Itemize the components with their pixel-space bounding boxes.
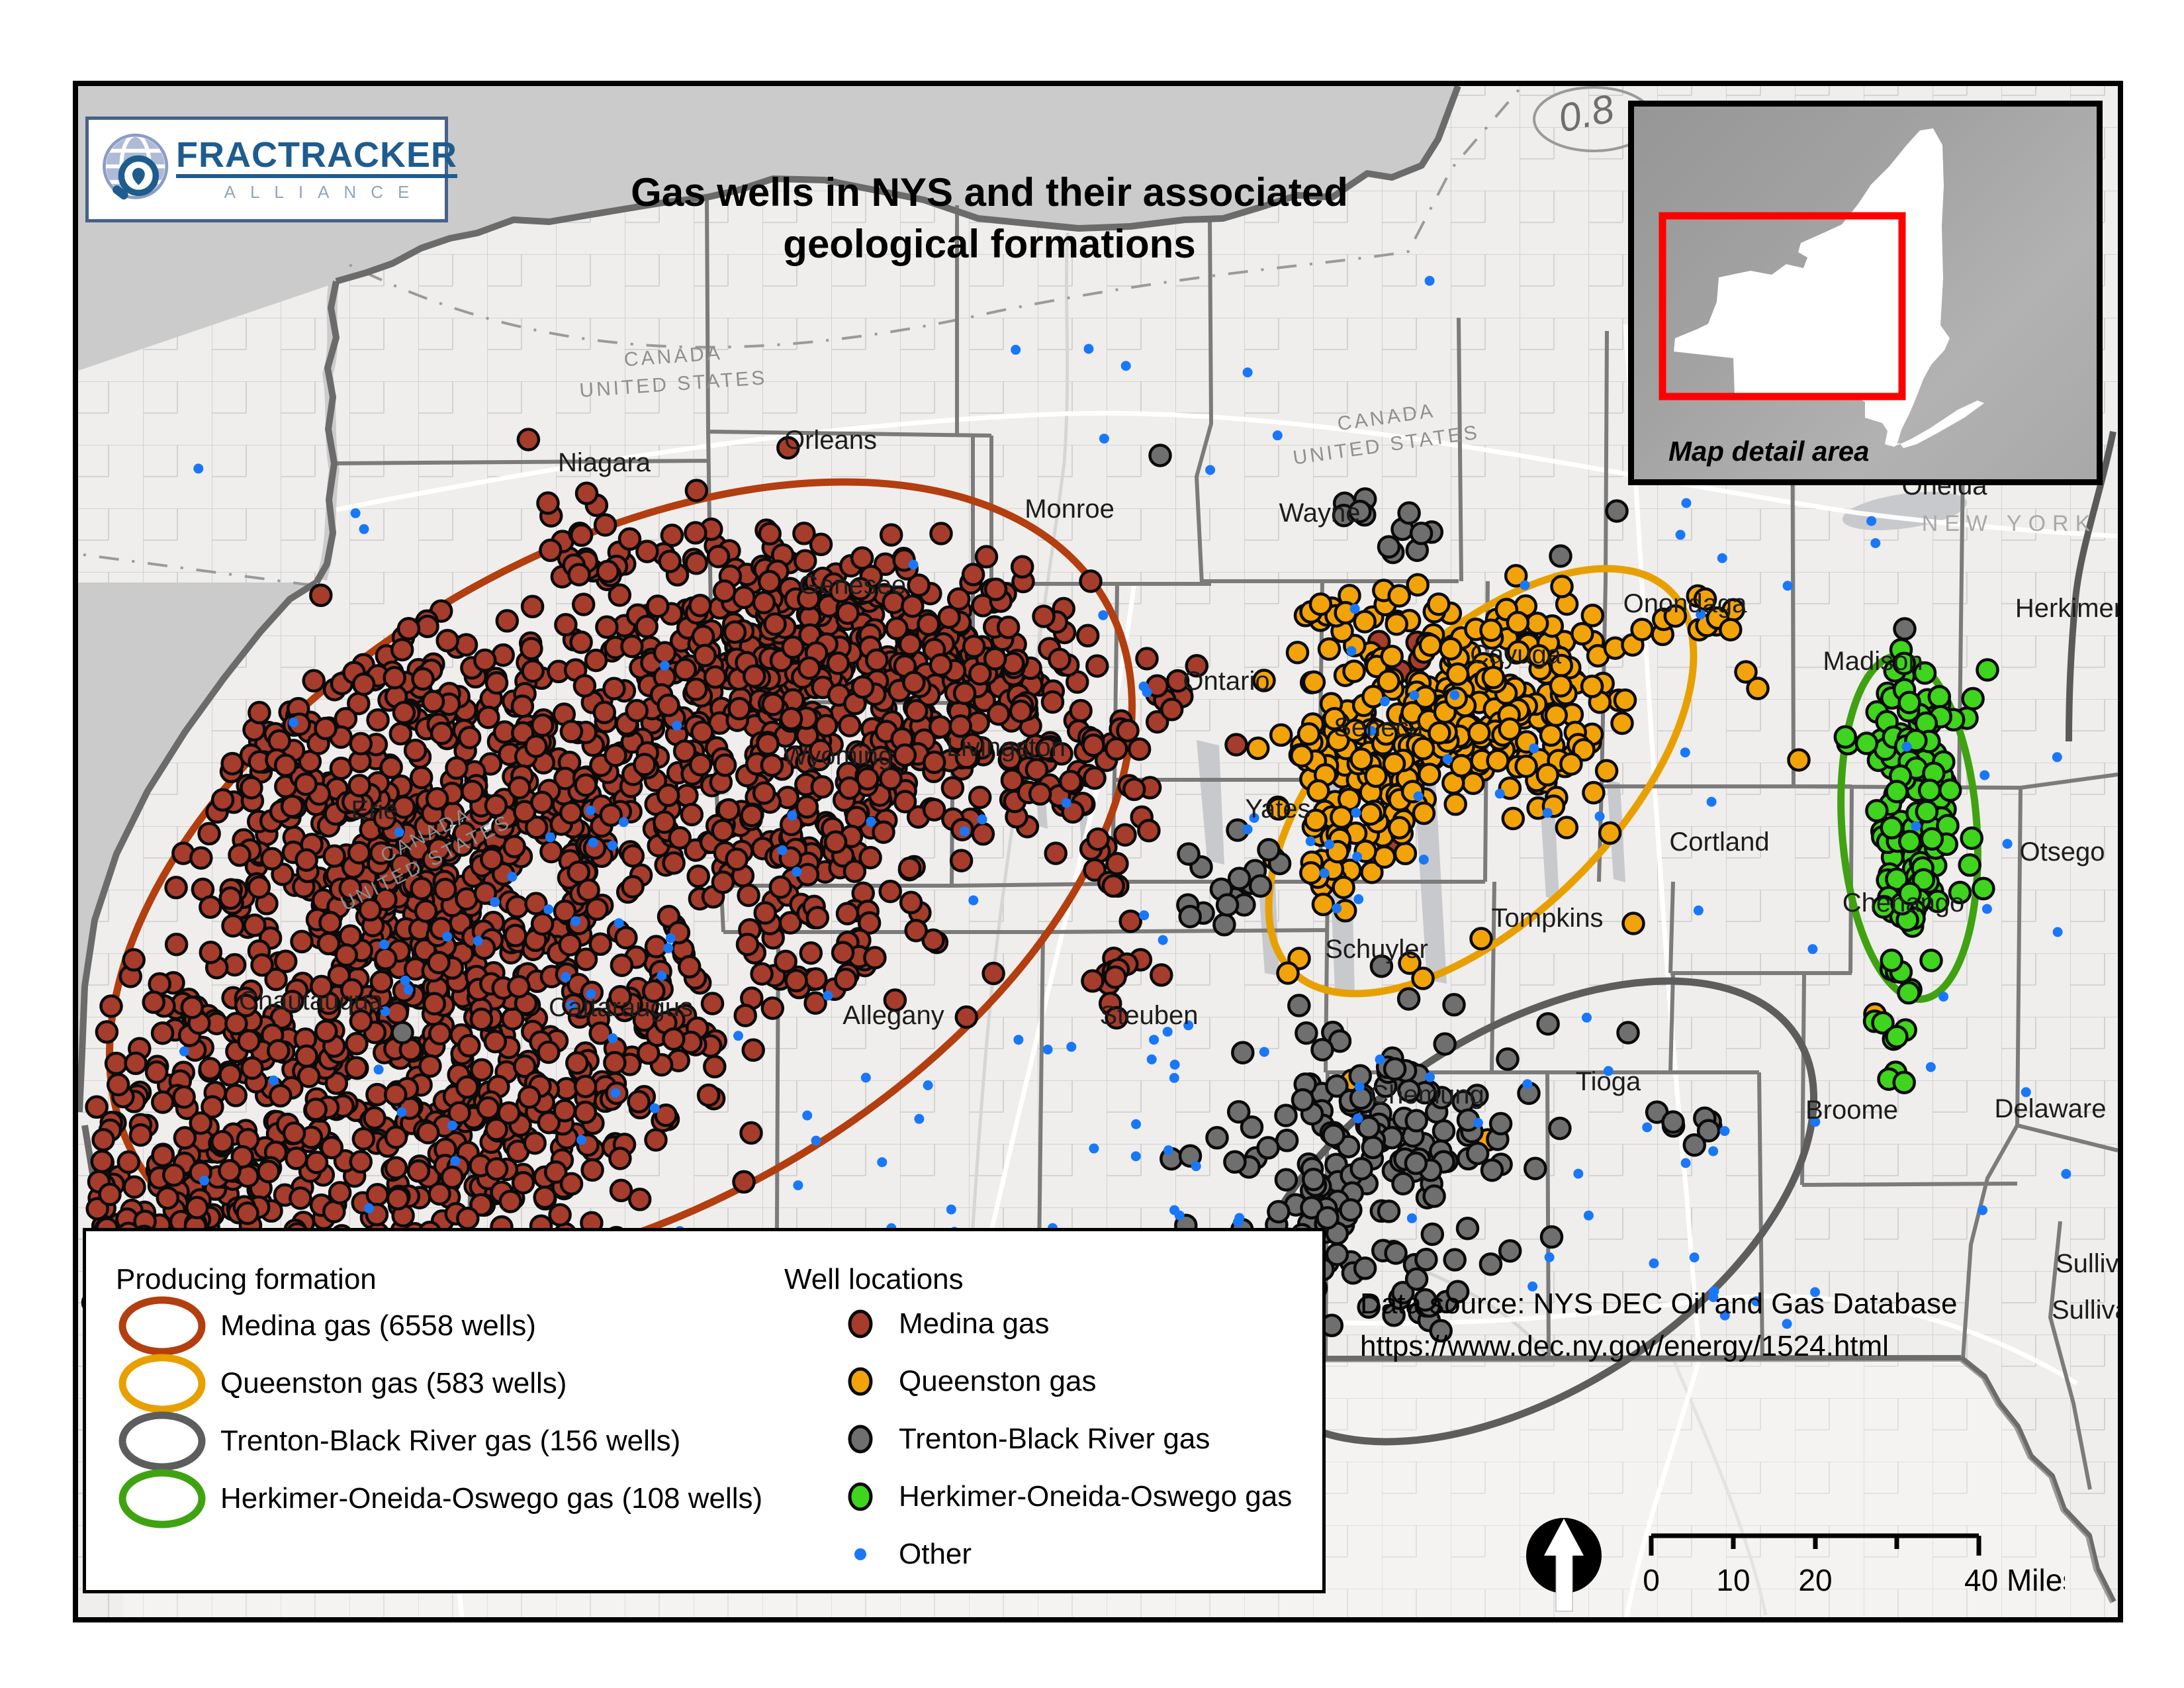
county-label: Wayne (1279, 498, 1360, 528)
county-label: Schuyler (1325, 935, 1428, 964)
scale-0: 0 (1643, 1563, 1660, 1597)
county-label: Genesee (799, 571, 906, 600)
county-label: Erie (351, 796, 398, 825)
county-label: Tioga (1576, 1067, 1641, 1096)
legend-label: Queenston gas (899, 1365, 1097, 1397)
medina-dot-swatch (848, 1309, 873, 1338)
legend-formation-header: Producing formation (116, 1263, 377, 1295)
legend-label: Queenston gas (583 wells) (220, 1367, 567, 1399)
county-label: Delaware (1995, 1094, 2107, 1123)
trenton-dot-swatch (848, 1425, 873, 1454)
legend-row-other-wells: Other (841, 1534, 972, 1574)
legend-row-queenston-formation: Queenston gas (583 wells) (116, 1352, 567, 1415)
data-source-line2: https://www.dec.ny.gov/energy/1524.html (1360, 1329, 1889, 1362)
county-label: Ontario (1183, 667, 1269, 696)
legend-label: Trenton-Black River gas (899, 1423, 1210, 1455)
herkimer-dot-swatch (848, 1482, 873, 1511)
detail-extent-rectangle (1659, 212, 1906, 400)
ny-state-silhouette (1674, 128, 1984, 448)
adirondack-boundary (2066, 430, 2116, 742)
state-name-label: NEW YORK (1922, 511, 2097, 536)
logo-brand: FRACTRACKER (176, 136, 457, 178)
queenston-ellipse-swatch (118, 1354, 206, 1413)
county-label: Chenango (1843, 888, 1965, 917)
nys-outline (78, 86, 2116, 1604)
medina-ellipse-swatch (118, 1296, 206, 1356)
scale-bar: 0 10 20 40 Miles (1643, 1533, 2065, 1597)
data-source-note: Data source: NYS DEC Oil and Gas Databas… (1360, 1283, 1957, 1368)
queenston-dot-swatch (848, 1367, 873, 1396)
county-label: Monroe (1024, 494, 1115, 524)
legend: Producing formation Well locations Medin… (83, 1228, 1326, 1593)
legend-label: Trenton-Black River gas (156 wells) (220, 1425, 681, 1457)
county-label: Niagara (558, 448, 651, 477)
scale-20: 20 (1798, 1563, 1832, 1597)
county-label: Livingston (946, 733, 1066, 762)
county-label: Sullivan (2052, 1295, 2118, 1325)
county-label: Broome (1805, 1096, 1898, 1125)
county-label: Madison (1823, 647, 1923, 676)
trenton-ellipse-swatch (118, 1411, 206, 1471)
data-source-line1: Data source: NYS DEC Oil and Gas Databas… (1360, 1288, 1958, 1320)
county-label: Seneca (1334, 713, 1424, 742)
scale-10: 10 (1716, 1563, 1750, 1597)
legend-row-medina-wells: Medina gas (841, 1304, 1049, 1344)
legend-row-medina-formation: Medina gas (6558 wells) (116, 1295, 536, 1357)
well-dots-herkimer (1833, 637, 1999, 1095)
county-label: Otsego (2020, 837, 2105, 867)
inset-canvas (1659, 128, 1984, 448)
county-labels: Niagara Orleans Monroe Wayne Genesee Ontario O… (239, 426, 2118, 1325)
well-dots-medina (81, 428, 1432, 1366)
map-title: Gas wells in NYS and their associated ge… (631, 167, 1348, 270)
legend-label: Medina gas (6558 wells) (220, 1309, 536, 1342)
herkimer-ellipse-swatch (118, 1469, 206, 1528)
legend-row-queenston-wells: Queenston gas (841, 1362, 1096, 1401)
county-label: Onondaga (1623, 589, 1748, 618)
map-title-line1: Gas wells in NYS and their associated (631, 170, 1348, 214)
globe-magnifier-icon (102, 133, 169, 200)
scale-40-miles: 40 Miles (1964, 1563, 2065, 1597)
county-label: Chemung (1369, 1080, 1484, 1109)
legend-wells-header: Well locations (784, 1263, 964, 1295)
county-label: Chautauqua (239, 986, 384, 1015)
north-arrow-icon (1526, 1518, 1602, 1612)
county-label: Orleans (784, 426, 877, 455)
county-label: Cattaraugus (549, 993, 693, 1022)
map-title-line2: geological formations (783, 222, 1196, 266)
legend-row-trenton-wells: Trenton-Black River gas (841, 1419, 1210, 1459)
logo-subtitle: ALLIANCE (224, 181, 424, 202)
legend-row-herkimer-wells: Herkimer-Oneida-Oswego gas (841, 1477, 1292, 1517)
county-label: Wyoming (783, 741, 893, 771)
legend-row-trenton-formation: Trenton-Black River gas (156 wells) (116, 1410, 680, 1472)
county-label: Steuben (1099, 1001, 1198, 1030)
inset-locator-map: Map detail area (1628, 101, 2103, 485)
legend-row-herkimer-formation: Herkimer-Oneida-Oswego gas (108 wells) (116, 1468, 762, 1530)
county-label: Cayuga (1470, 640, 1562, 669)
lake-erie (78, 583, 316, 1112)
legend-label: Herkimer-Oneida-Oswego gas (108 wells) (220, 1482, 763, 1515)
international-border (83, 86, 1522, 587)
county-label: Allegany (842, 1001, 944, 1030)
county-label: Sullivan (2056, 1249, 2118, 1278)
legend-label: Other (899, 1538, 972, 1570)
county-label: Herkimer (2015, 594, 2118, 623)
legend-label: Herkimer-Oneida-Oswego gas (899, 1480, 1293, 1513)
well-dots-queenston (1246, 564, 1887, 1152)
county-label: Tompkins (1492, 904, 1604, 933)
county-label: Cortland (1669, 827, 1769, 857)
well-dots (81, 275, 2071, 1366)
county-label: Yates (1245, 794, 1310, 823)
legend-label: Medina gas (899, 1307, 1050, 1340)
inset-label: Map detail area (1668, 436, 1870, 467)
fractracker-logo: FRACTRACKER ALLIANCE (85, 117, 457, 222)
other-dot-swatch (854, 1548, 866, 1560)
